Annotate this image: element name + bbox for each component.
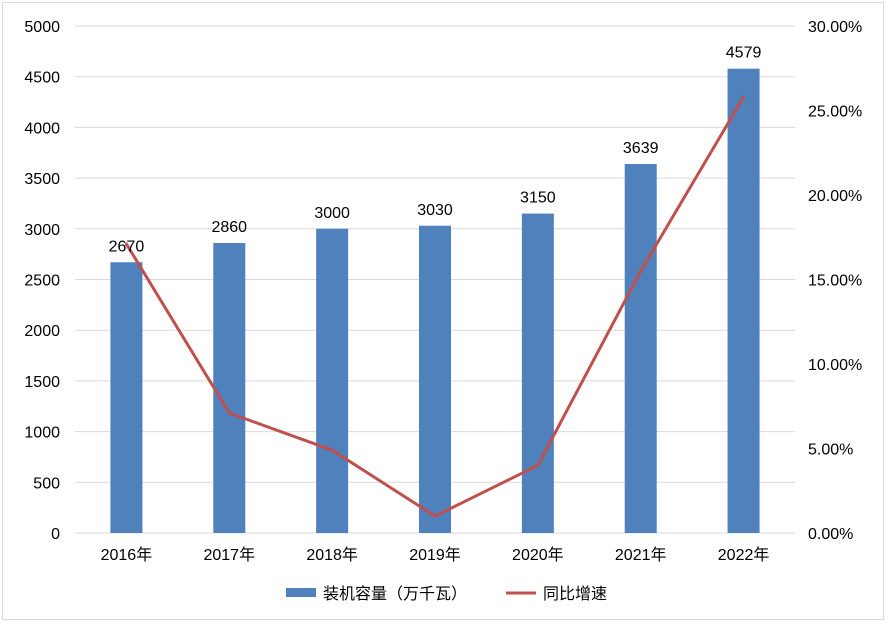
bar-data-label: 4579 (726, 45, 762, 62)
right-axis-tick-label: 10.00% (808, 357, 862, 374)
left-axis-tick-label: 500 (33, 475, 60, 492)
right-axis-tick-label: 15.00% (808, 273, 862, 290)
category-label: 2020年 (512, 546, 564, 564)
legend-swatch-capacity (286, 588, 316, 597)
right-axis-tick-label: 30.00% (808, 19, 862, 36)
left-axis-tick-label: 4000 (24, 120, 60, 137)
category-label: 2022年 (718, 546, 770, 564)
growth-rate-point (536, 463, 540, 467)
left-axis-tick-label: 1500 (24, 374, 60, 391)
bar-data-label: 3030 (417, 202, 453, 219)
left-axis-tick-label: 3000 (24, 222, 60, 239)
bar (727, 68, 760, 534)
category-label: 2019年 (409, 546, 461, 564)
growth-rate-point (330, 448, 334, 452)
left-axis-tick-label: 5000 (24, 19, 60, 36)
left-axis-tick-label: 1000 (24, 425, 60, 442)
category-label: 2018年 (306, 546, 358, 564)
right-axis-tick-label: 5.00% (808, 442, 853, 459)
bar (110, 262, 143, 533)
growth-rate-point (639, 269, 643, 273)
bar-data-label: 3639 (623, 140, 659, 157)
left-axis-tick-label: 2000 (24, 323, 60, 340)
bar-data-label: 2860 (211, 219, 247, 236)
right-axis-tick-label: 0.00% (808, 526, 853, 543)
growth-rate-point (433, 514, 437, 518)
legend-label-growth: 同比增速 (543, 585, 607, 603)
left-axis-tick-label: 2500 (24, 273, 60, 290)
chart: 0 500 1000 1500 2000 2500 3000 3500 4000 4500 5000… (24, 19, 862, 603)
right-axis-tick-label: 25.00% (808, 104, 862, 121)
legend-label-capacity: 装机容量（万千瓦） (323, 585, 467, 603)
bar (419, 225, 451, 533)
bar (521, 213, 554, 533)
left-axis-tick-label: 3500 (24, 171, 60, 188)
growth-rate-point (742, 95, 746, 99)
left-axis-tick-label: 4500 (24, 70, 60, 87)
category-label: 2016年 (101, 546, 153, 564)
growth-rate-point (124, 242, 128, 246)
category-label: 2021年 (615, 546, 667, 564)
bar-data-label: 3000 (314, 205, 350, 222)
right-axis-tick-label: 20.00% (808, 188, 862, 205)
bar (213, 242, 246, 533)
growth-rate-point (227, 411, 231, 415)
bar-data-label: 3150 (520, 190, 556, 207)
bar-data-label: 2670 (109, 238, 145, 255)
bar (316, 228, 349, 534)
left-axis-tick-label: 0 (51, 526, 60, 543)
bar (624, 164, 657, 533)
category-label: 2017年 (203, 546, 255, 564)
